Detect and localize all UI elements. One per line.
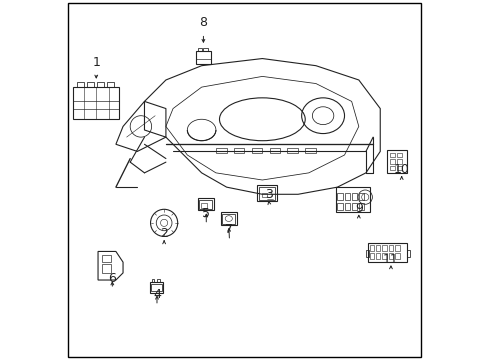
Text: 11: 11 <box>382 253 398 266</box>
Text: 6: 6 <box>108 272 116 285</box>
Text: 5: 5 <box>202 207 210 220</box>
Text: 9: 9 <box>354 202 362 215</box>
Text: 8: 8 <box>199 16 207 29</box>
Text: 3: 3 <box>265 188 273 201</box>
Text: 2: 2 <box>160 227 168 240</box>
Text: 7: 7 <box>225 224 233 237</box>
Text: 4: 4 <box>153 288 161 301</box>
Text: 1: 1 <box>92 55 100 68</box>
Text: 10: 10 <box>393 163 409 176</box>
